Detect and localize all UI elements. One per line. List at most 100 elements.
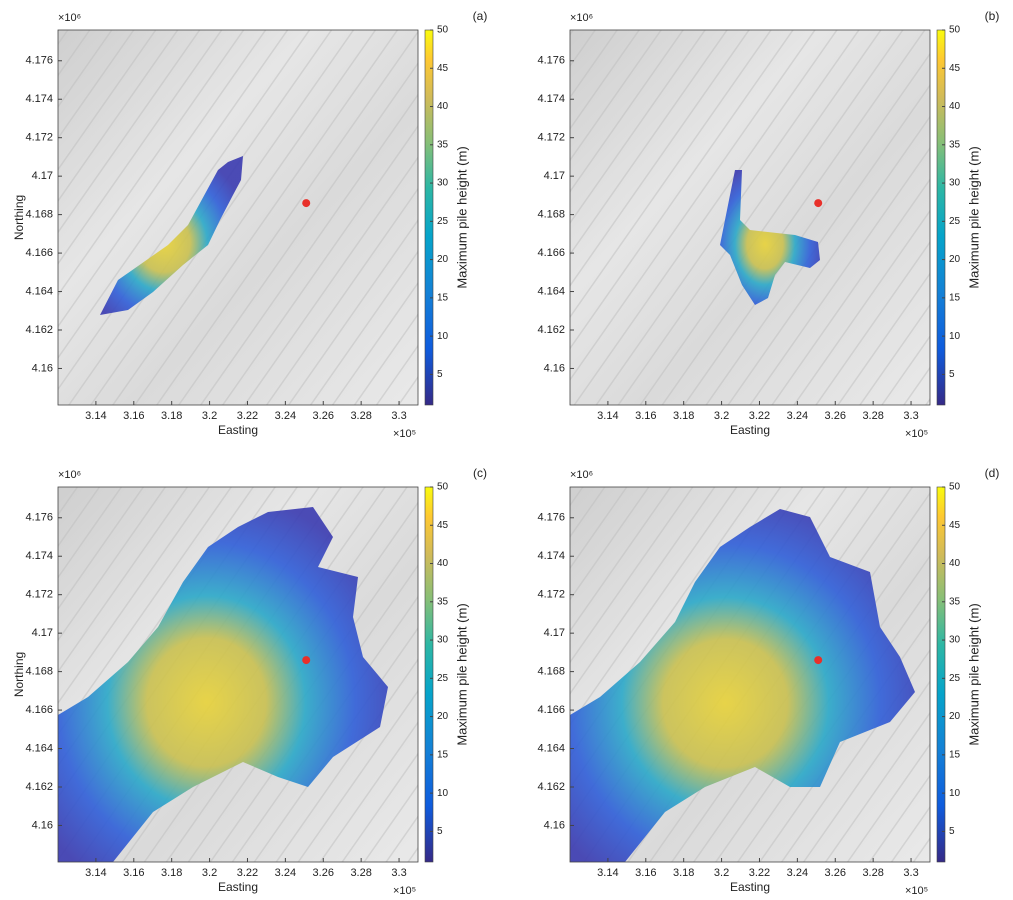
- y-tick-label: 4.16: [544, 362, 565, 374]
- panel: 3.143.163.183.23.223.243.263.283.34.164.…: [537, 466, 999, 897]
- colorbar-tick-label: 30: [437, 635, 449, 646]
- colorbar-tick-label: 15: [437, 292, 449, 303]
- y-tick-label: 4.162: [25, 324, 53, 336]
- panel-label: (b): [985, 9, 1000, 23]
- terrain-ridges: [570, 30, 930, 405]
- colorbar-tick-label: 10: [437, 331, 449, 342]
- x-tick-label: 3.14: [597, 410, 618, 422]
- colorbar-tick-label: 25: [437, 673, 449, 684]
- x-axis-label: Easting: [218, 880, 258, 894]
- y-tick-label: 4.164: [537, 742, 565, 754]
- colorbar-tick-label: 40: [437, 101, 449, 112]
- x-tick-label: 3.3: [391, 867, 406, 879]
- y-tick-label: 4.176: [25, 512, 53, 524]
- y-multiplier: ×10⁶: [58, 469, 81, 481]
- x-tick-label: 3.16: [635, 867, 656, 879]
- x-tick-label: 3.2: [202, 410, 217, 422]
- colorbar-tick-label: 30: [437, 178, 449, 189]
- colorbar-tick-label: 15: [949, 292, 961, 303]
- x-tick-label: 3.18: [161, 410, 182, 422]
- vent-marker: [814, 199, 822, 207]
- y-tick-label: 4.168: [25, 209, 53, 221]
- y-tick-label: 4.16: [32, 362, 53, 374]
- colorbar-tick-label: 45: [437, 520, 449, 531]
- y-tick-label: 4.168: [537, 209, 565, 221]
- y-tick-label: 4.172: [25, 589, 53, 601]
- x-tick-label: 3.22: [749, 867, 770, 879]
- colorbar-tick-label: 40: [949, 558, 961, 569]
- y-tick-label: 4.17: [544, 170, 565, 182]
- y-tick-label: 4.17: [32, 170, 53, 182]
- colorbar-tick-label: 45: [949, 63, 961, 74]
- x-tick-label: 3.16: [635, 410, 656, 422]
- y-tick-label: 4.16: [544, 819, 565, 831]
- x-tick-label: 3.2: [714, 867, 729, 879]
- x-tick-label: 3.22: [749, 410, 770, 422]
- x-tick-label: 3.3: [391, 410, 406, 422]
- vent-marker: [814, 656, 822, 664]
- y-tick-label: 4.162: [25, 781, 53, 793]
- y-tick-label: 4.166: [25, 247, 53, 259]
- panel-label: (a): [473, 9, 488, 23]
- colorbar-tick-label: 35: [437, 139, 449, 150]
- x-tick-label: 3.16: [123, 867, 144, 879]
- colorbar-tick-label: 20: [437, 254, 449, 265]
- y-tick-label: 4.16: [32, 819, 53, 831]
- x-tick-label: 3.28: [862, 867, 883, 879]
- colorbar-tick-label: 20: [437, 711, 449, 722]
- colorbar-tick-label: 10: [949, 331, 961, 342]
- x-axis-label: Easting: [730, 880, 770, 894]
- y-tick-label: 4.162: [537, 781, 565, 793]
- y-tick-label: 4.174: [537, 550, 565, 562]
- colorbar-tick-label: 45: [949, 520, 961, 531]
- y-axis-label: Northing: [12, 652, 26, 697]
- colorbar-tick-label: 45: [437, 63, 449, 74]
- x-tick-label: 3.14: [597, 867, 618, 879]
- y-tick-label: 4.174: [25, 93, 53, 105]
- y-multiplier: ×10⁶: [58, 12, 81, 24]
- colorbar-tick-label: 25: [949, 673, 961, 684]
- x-tick-label: 3.28: [862, 410, 883, 422]
- y-tick-label: 4.17: [544, 627, 565, 639]
- x-axis-label: Easting: [218, 423, 258, 437]
- panel-label: (c): [473, 466, 487, 480]
- x-tick-label: 3.22: [237, 410, 258, 422]
- y-axis-label: Northing: [12, 195, 26, 240]
- x-tick-label: 3.2: [714, 410, 729, 422]
- x-tick-label: 3.26: [825, 867, 846, 879]
- x-tick-label: 3.14: [85, 410, 106, 422]
- x-tick-label: 3.14: [85, 867, 106, 879]
- panel: 3.143.163.183.23.223.243.263.283.34.164.…: [12, 466, 487, 897]
- x-tick-label: 3.24: [275, 410, 296, 422]
- x-tick-label: 3.24: [787, 867, 808, 879]
- colorbar-tick-label: 25: [437, 216, 449, 227]
- x-tick-label: 3.26: [313, 867, 334, 879]
- colorbar-tick-label: 35: [437, 596, 449, 607]
- colorbar-tick-label: 15: [949, 749, 961, 760]
- colorbar-tick-label: 20: [949, 711, 961, 722]
- y-tick-label: 4.174: [537, 93, 565, 105]
- y-tick-label: 4.164: [537, 285, 565, 297]
- y-tick-label: 4.174: [25, 550, 53, 562]
- y-tick-label: 4.164: [25, 742, 53, 754]
- vent-marker: [302, 199, 310, 207]
- y-tick-label: 4.166: [537, 704, 565, 716]
- x-multiplier: ×10⁵: [393, 428, 416, 440]
- colorbar-tick-label: 25: [949, 216, 961, 227]
- x-tick-label: 3.22: [237, 867, 258, 879]
- x-tick-label: 3.28: [350, 867, 371, 879]
- colorbar-tick-label: 50: [437, 25, 449, 36]
- y-tick-label: 4.17: [32, 627, 53, 639]
- x-tick-label: 3.26: [313, 410, 334, 422]
- vent-marker: [302, 656, 310, 664]
- x-tick-label: 3.24: [275, 867, 296, 879]
- y-tick-label: 4.166: [25, 704, 53, 716]
- x-tick-label: 3.3: [903, 867, 918, 879]
- y-tick-label: 4.164: [25, 285, 53, 297]
- colorbar: [937, 30, 945, 405]
- x-tick-label: 3.3: [903, 410, 918, 422]
- colorbar: [937, 487, 945, 862]
- colorbar-label: Maximum pile height (m): [454, 146, 469, 288]
